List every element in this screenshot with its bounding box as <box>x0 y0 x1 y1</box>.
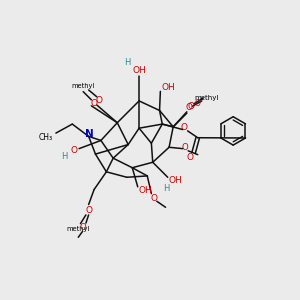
Text: H: H <box>124 58 131 67</box>
Text: H: H <box>163 184 170 193</box>
Text: O: O <box>182 143 188 152</box>
Text: O: O <box>188 102 194 111</box>
Text: O: O <box>71 146 78 155</box>
Text: O: O <box>91 99 98 108</box>
Text: OH: OH <box>139 186 152 195</box>
Text: methyl: methyl <box>72 83 95 89</box>
Text: O: O <box>187 153 194 162</box>
Text: OH: OH <box>132 66 146 75</box>
Text: H: H <box>61 152 67 161</box>
Text: O: O <box>185 103 192 112</box>
Text: OH: OH <box>161 83 175 92</box>
Text: O: O <box>95 96 103 105</box>
Text: O: O <box>181 123 188 132</box>
Text: methyl: methyl <box>194 95 219 101</box>
Text: N: N <box>85 129 94 139</box>
Text: O: O <box>79 223 86 232</box>
Text: O: O <box>194 99 200 108</box>
Text: methyl: methyl <box>66 226 89 232</box>
Text: O: O <box>150 194 157 203</box>
Text: CH₃: CH₃ <box>39 134 53 142</box>
Text: O: O <box>85 206 92 215</box>
Text: OH: OH <box>169 176 182 185</box>
